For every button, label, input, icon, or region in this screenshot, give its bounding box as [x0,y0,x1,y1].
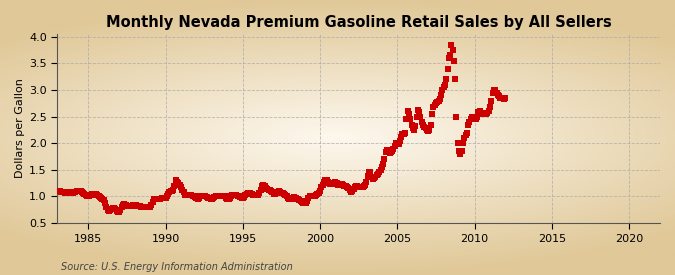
Title: Monthly Nevada Premium Gasoline Retail Sales by All Sellers: Monthly Nevada Premium Gasoline Retail S… [106,15,612,30]
Y-axis label: Dollars per Gallon: Dollars per Gallon [15,79,25,178]
Text: Source: U.S. Energy Information Administration: Source: U.S. Energy Information Administ… [61,262,292,272]
